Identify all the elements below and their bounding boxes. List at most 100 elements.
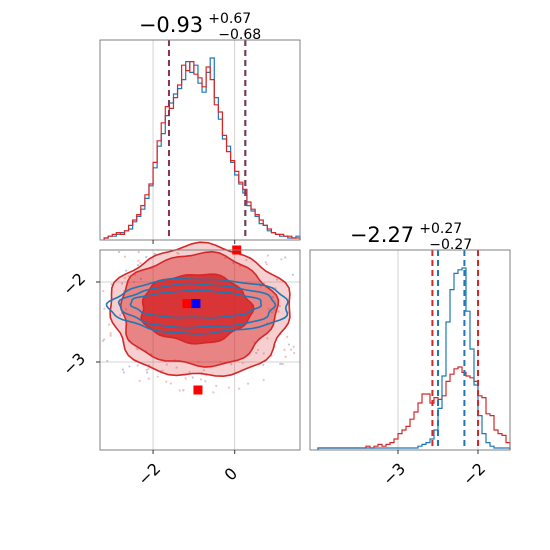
joint-scatter-point bbox=[199, 378, 203, 381]
joint-scatter-point bbox=[145, 371, 149, 374]
joint-scatter-point bbox=[270, 310, 273, 314]
param1-hist-blue bbox=[317, 267, 511, 450]
joint-scatter-point bbox=[134, 273, 137, 276]
joint-scatter-point bbox=[289, 348, 293, 351]
joint-blue-contour-0 bbox=[129, 289, 263, 319]
joint-scatter-point bbox=[136, 348, 139, 351]
joint-scatter-point bbox=[124, 308, 128, 311]
joint-scatter-point bbox=[109, 332, 112, 335]
joint-blue-contour-2 bbox=[105, 277, 289, 335]
param0-title: −0.93 +0.67 −0.68 bbox=[139, 8, 261, 43]
joint-scatter-point bbox=[137, 264, 140, 267]
joint-scatter-point bbox=[147, 377, 150, 380]
panels: −2 0 −3 −2 −3 −2 bbox=[59, 39, 511, 489]
param1-minus: −0.27 bbox=[429, 237, 472, 253]
joint-scatter-point bbox=[122, 371, 125, 374]
joint-scatter-point bbox=[132, 280, 136, 284]
joint-scatter-point bbox=[161, 369, 164, 372]
joint-scatter-point bbox=[156, 375, 159, 378]
joint-scatter-point bbox=[241, 362, 244, 365]
joint-scatter-point bbox=[123, 255, 127, 258]
joint-scatter-point bbox=[182, 389, 185, 392]
param1-hist-red bbox=[317, 366, 511, 450]
joint-scatter-point bbox=[127, 275, 130, 278]
joint-scatter-point bbox=[128, 365, 131, 368]
joint-scatter-point bbox=[224, 257, 227, 260]
joint-scatter-point bbox=[262, 363, 265, 367]
joint-scatter-point bbox=[283, 348, 286, 351]
joint-scatter-point bbox=[219, 360, 222, 364]
joint-ytick-label-0: −3 bbox=[59, 349, 89, 379]
right-hist-tick-label-0: −3 bbox=[379, 459, 409, 489]
joint-scatter-point bbox=[101, 339, 104, 343]
joint-scatter-point bbox=[284, 256, 287, 259]
top-hist-frame bbox=[99, 39, 301, 241]
param1-title: −2.27 +0.27 −0.27 bbox=[350, 218, 472, 253]
joint-scatter-point bbox=[103, 338, 106, 341]
joint-scatter-point bbox=[103, 307, 106, 310]
joint-scatter-point bbox=[169, 382, 172, 385]
joint-scatter-point bbox=[292, 345, 295, 348]
joint-scatter-point bbox=[188, 371, 191, 374]
joint-scatter-point bbox=[262, 352, 265, 355]
joint-scatter-point bbox=[271, 296, 274, 299]
joint-scatter-point bbox=[138, 379, 141, 382]
joint-scatter-point bbox=[281, 362, 284, 366]
joint-scatter-point bbox=[184, 377, 187, 380]
joint-scatter-point bbox=[273, 308, 276, 311]
joint-scatter-point bbox=[232, 261, 235, 264]
joint-scatter-point bbox=[291, 273, 295, 276]
joint-scatter-point bbox=[136, 364, 139, 367]
joint-scatter-point bbox=[204, 380, 207, 383]
joint-scatter-point bbox=[176, 251, 179, 255]
joint-scatter-point bbox=[102, 289, 105, 293]
joint-scatter-point bbox=[137, 259, 140, 262]
param0-median: −0.93 bbox=[139, 13, 203, 37]
joint-scatter-point bbox=[202, 369, 205, 372]
joint-scatter-point bbox=[145, 368, 148, 372]
joint-scatter-point bbox=[266, 254, 270, 257]
param0-minus: −0.68 bbox=[218, 27, 261, 43]
joint-scatter-point bbox=[197, 360, 200, 363]
joint-scatter-point bbox=[256, 348, 260, 351]
joint-scatter-point bbox=[293, 351, 296, 355]
joint-scatter-point bbox=[145, 255, 148, 259]
joint-scatter-point bbox=[266, 337, 269, 340]
joint-scatter-point bbox=[259, 285, 262, 288]
joint-scatter-point bbox=[165, 380, 168, 383]
joint-scatter-point bbox=[165, 363, 168, 366]
joint-red-marker-2 bbox=[193, 385, 203, 395]
param1-plus: +0.27 bbox=[419, 221, 462, 237]
joint-scatter-point bbox=[280, 258, 283, 261]
joint-scatter-point bbox=[275, 278, 279, 281]
joint-blue-marker-0 bbox=[191, 299, 201, 309]
joint-scatter-point bbox=[119, 314, 122, 317]
joint-scatter-point bbox=[284, 355, 287, 358]
param1-median: −2.27 bbox=[350, 223, 414, 247]
joint-scatter-point bbox=[265, 263, 268, 266]
joint-scatter-point bbox=[255, 351, 258, 355]
joint-scatter-point bbox=[278, 304, 281, 308]
joint-scatter-point bbox=[267, 307, 270, 310]
joint-scatter-point bbox=[238, 387, 241, 390]
joint-ytick-label-1: −2 bbox=[59, 269, 89, 299]
joint-scatter-point bbox=[121, 368, 125, 371]
joint-scatter-point bbox=[147, 367, 150, 370]
joint-scatter-point bbox=[139, 277, 143, 280]
right-hist-tick-label-1: −2 bbox=[459, 459, 489, 489]
joint-xtick-label-0: −2 bbox=[134, 459, 164, 489]
joint-scatter-point bbox=[264, 261, 267, 264]
joint-scatter-point bbox=[153, 252, 156, 255]
joint-scatter-point bbox=[107, 323, 111, 326]
joint-scatter-point bbox=[215, 384, 218, 387]
joint-blue-contour-1 bbox=[117, 282, 277, 329]
param0-plus: +0.67 bbox=[208, 11, 251, 27]
joint-scatter-point bbox=[262, 378, 265, 382]
joint-scatter-point bbox=[109, 334, 112, 337]
joint-scatter-point bbox=[137, 250, 140, 254]
joint-scatter-point bbox=[246, 382, 250, 385]
joint-red-marker-1 bbox=[182, 299, 192, 309]
param0-hist-red bbox=[103, 61, 301, 240]
joint-scatter-point bbox=[230, 362, 233, 366]
joint-scatter-point bbox=[120, 282, 124, 285]
